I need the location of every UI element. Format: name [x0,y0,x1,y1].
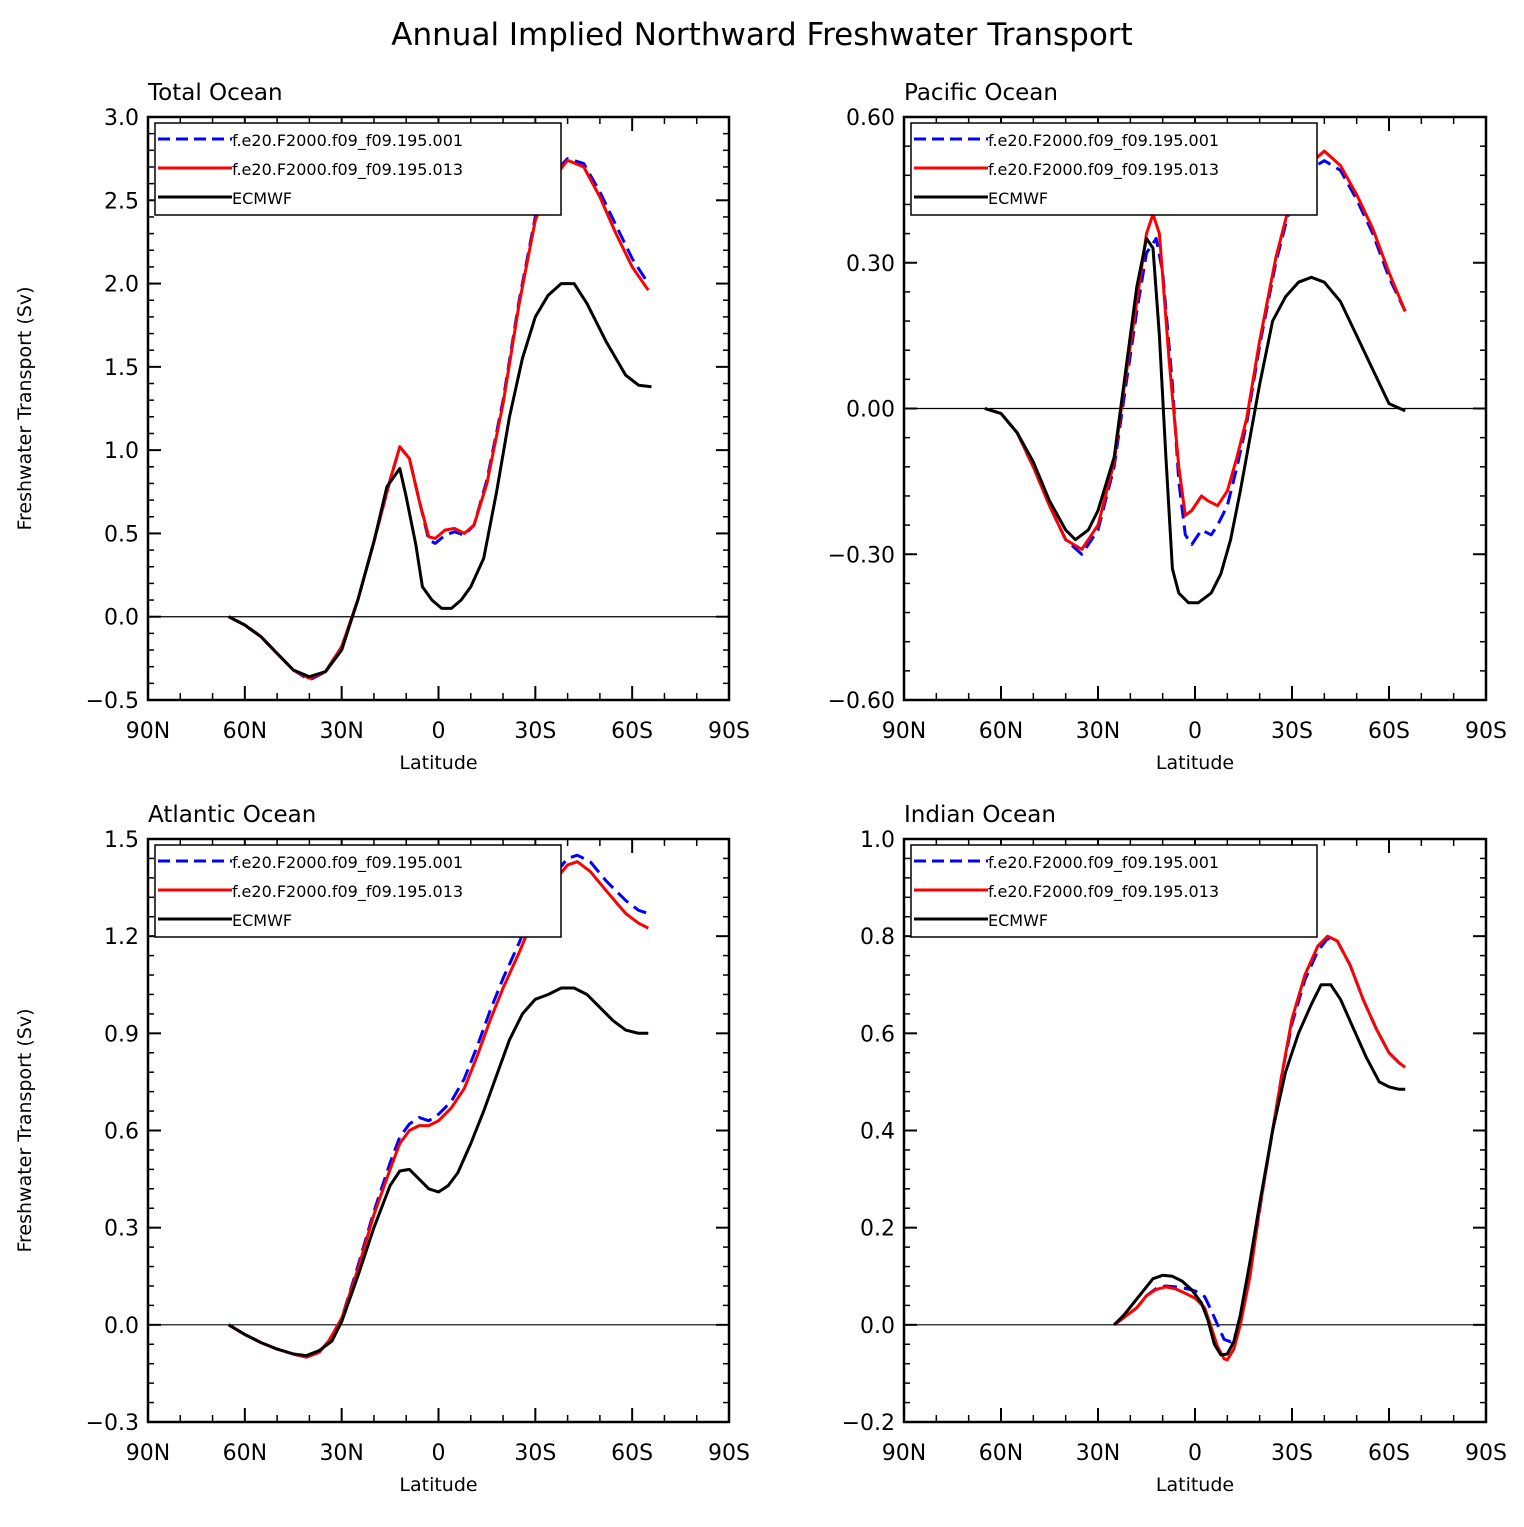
x-tick-label: 30S [1271,719,1313,744]
panel-2: Pacific Ocean −0.60 −0.30 0.00 0.30 0.60 90N 60… [828,80,1507,774]
y-tick-label: 0.0 [860,1314,895,1339]
y-tick-label: 0.30 [846,252,895,277]
x-tick-label: 90N [882,1441,926,1466]
legend-label: f.e20.F2000.f09_f09.195.001 [232,853,463,873]
y-tick-label: −0.5 [86,689,139,714]
y-tick-label: 0.6 [860,1022,895,1047]
y-tick-label: 0.5 [104,522,139,547]
series-line-2 [228,158,650,680]
legend-label: ECMWF [988,911,1048,930]
x-axis-label: Latitude [1156,752,1234,774]
panel-1: Total Ocean −0.5 0.0 0.5 1.0 1.5 2.0 2.5 3.0 90N 6… [14,80,750,774]
y-tick-label: 0.4 [860,1120,895,1145]
x-tick-label: 0 [432,719,446,744]
y-tick-label: 1.0 [104,439,139,464]
y-tick-label: 1.5 [104,828,139,853]
y-tick-label: 2.5 [104,189,139,214]
panel-title: Atlantic Ocean [148,802,316,828]
x-tick-label: 0 [1188,719,1202,744]
x-tick-label: 90N [126,719,170,744]
legend-label: f.e20.F2000.f09_f09.195.001 [232,131,463,151]
legend-label: f.e20.F2000.f09_f09.195.013 [988,882,1219,902]
y-tick-label: 0.60 [846,106,895,131]
x-axis-label: Latitude [399,752,477,774]
y-tick-label: −0.60 [828,689,895,714]
x-tick-label: 60S [611,719,653,744]
x-tick-label: 60N [979,719,1023,744]
series-line-2 [227,860,649,1359]
x-tick-label: 90S [1465,1441,1507,1466]
plot-frame [902,837,1488,1424]
legend-label: f.e20.F2000.f09_f09.195.013 [988,160,1219,180]
y-tick-label: 0.0 [104,1314,139,1339]
y-tick-label: −0.3 [86,1411,139,1436]
x-tick-label: 60S [1368,719,1410,744]
x-tick-label: 60S [611,1441,653,1466]
panel-title: Pacific Ocean [904,80,1058,106]
y-axis-label: Freshwater Transport (Sv) [14,1008,36,1252]
y-tick-label: −0.30 [828,543,895,568]
panel-title: Total Ocean [147,80,283,106]
y-tick-label: 0.2 [860,1217,895,1242]
series-line-2 [1113,934,1407,1362]
x-tick-label: 0 [432,1441,446,1466]
x-tick-label: 90N [882,719,926,744]
y-tick-label: 0.9 [104,1022,139,1047]
figure-title: Annual Implied Northward Freshwater Tran… [391,17,1132,53]
series-line-3 [227,986,649,1358]
series-line-1 [228,157,650,682]
y-tick-label: 2.0 [104,273,139,298]
series-line-3 [1113,983,1406,1357]
legend-label: f.e20.F2000.f09_f09.195.013 [232,160,463,180]
plot-frame [146,837,731,1424]
y-tick-label: 0.00 [846,398,895,423]
series-line-3 [228,282,652,679]
series-line-3 [984,237,1406,605]
x-tick-label: 30S [1271,1441,1313,1466]
x-tick-label: 60N [223,719,267,744]
y-tick-label: 3.0 [104,106,139,131]
x-tick-label: 30N [1076,719,1120,744]
x-tick-label: 90S [708,1441,750,1466]
x-tick-label: 30N [319,719,363,744]
x-tick-label: 0 [1188,1441,1202,1466]
panel-4: Indian Ocean −0.2 0.0 0.2 0.4 0.6 0.8 1.0 90N 60N… [842,802,1507,1496]
x-axis-label: Latitude [1156,1474,1234,1496]
x-tick-label: 60S [1368,1441,1410,1466]
panel-3: Atlantic Ocean −0.3 0.0 0.3 0.6 0.9 1.2 1.5 90N 6… [14,802,750,1496]
y-tick-label: 1.5 [104,356,139,381]
legend-label: ECMWF [232,911,292,930]
x-tick-label: 30N [319,1441,363,1466]
plot-frame [146,115,731,702]
x-tick-label: 60N [223,1441,267,1466]
x-tick-label: 60N [979,1441,1023,1466]
y-tick-label: −0.2 [842,1411,895,1436]
x-tick-label: 30S [514,1441,556,1466]
x-tick-label: 30S [514,719,556,744]
legend-label: f.e20.F2000.f09_f09.195.013 [232,882,463,902]
y-tick-label: 0.8 [860,925,895,950]
x-tick-label: 90S [1465,719,1507,744]
plot-frame [902,115,1488,702]
legend-label: ECMWF [232,189,292,208]
x-tick-label: 30N [1076,1441,1120,1466]
legend-label: ECMWF [988,189,1048,208]
y-tick-label: 0.6 [104,1120,139,1145]
x-axis-label: Latitude [399,1474,477,1496]
x-tick-label: 90S [708,719,750,744]
panel-title: Indian Ocean [904,802,1056,828]
y-tick-label: 1.0 [860,828,895,853]
legend-label: f.e20.F2000.f09_f09.195.001 [988,853,1219,873]
legend-label: f.e20.F2000.f09_f09.195.001 [988,131,1219,151]
y-axis-label: Freshwater Transport (Sv) [14,286,36,530]
y-tick-label: 0.3 [104,1217,139,1242]
series-line-1 [984,159,1407,556]
x-tick-label: 90N [126,1441,170,1466]
y-tick-label: 0.0 [104,606,139,631]
y-tick-label: 1.2 [104,925,139,950]
